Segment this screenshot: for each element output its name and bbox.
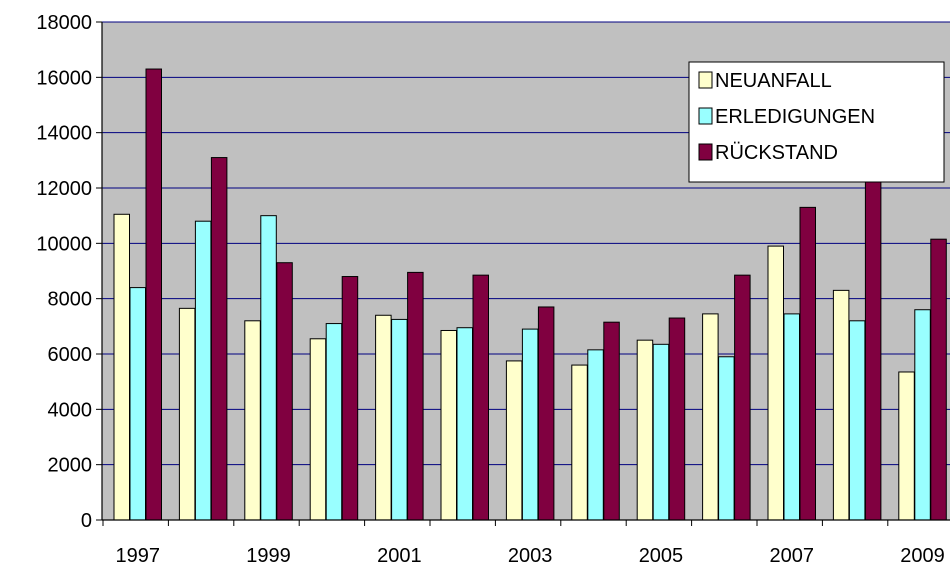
bar-rückstand-2005 bbox=[668, 317, 686, 521]
bar-neuanfall-2007 bbox=[767, 245, 784, 521]
bar-rückstand-2008 bbox=[864, 173, 882, 521]
bar-rückstand-2004 bbox=[603, 321, 620, 521]
bar-rückstand-2002 bbox=[472, 274, 489, 521]
y-tick-label: 16000 bbox=[36, 67, 92, 89]
bar-erledigungen-2007 bbox=[783, 313, 800, 521]
bars bbox=[113, 68, 947, 521]
x-tick-label: 2003 bbox=[508, 545, 553, 567]
x-tick-label: 1997 bbox=[116, 545, 161, 567]
bar-erledigungen-1999 bbox=[260, 215, 277, 521]
bar-neuanfall-2009 bbox=[898, 371, 915, 521]
bar-rückstand-1997 bbox=[145, 68, 162, 521]
x-tick-label: 2001 bbox=[377, 545, 422, 567]
bar-neuanfall-2004 bbox=[571, 364, 588, 521]
bar-erledigungen-2009 bbox=[914, 309, 931, 521]
legend: NEUANFALL ERLEDIGUNGEN RÜCKSTAND bbox=[688, 61, 945, 183]
bar-neuanfall-2006 bbox=[702, 313, 719, 521]
bar-rückstand-2001 bbox=[407, 271, 424, 521]
bar-erledigungen-1997 bbox=[129, 287, 146, 521]
bar-rückstand-2007 bbox=[799, 206, 816, 521]
legend-label-erledigungen: ERLEDIGUNGEN bbox=[715, 106, 875, 128]
bar-neuanfall-2002 bbox=[440, 329, 457, 521]
bar-neuanfall-2003 bbox=[505, 360, 523, 521]
bar-erledigungen-2008 bbox=[848, 320, 866, 521]
legend-swatch-neuanfall bbox=[698, 71, 713, 89]
bar-rückstand-2009 bbox=[930, 238, 947, 521]
bar-erledigungen-2001 bbox=[391, 318, 408, 521]
bar-rückstand-2000 bbox=[341, 276, 359, 521]
bar-neuanfall-1997 bbox=[113, 213, 130, 521]
bar-neuanfall-1998 bbox=[178, 307, 196, 521]
y-tick-label: 2000 bbox=[48, 455, 93, 477]
y-tick-label: 8000 bbox=[48, 289, 93, 311]
bar-erledigungen-2003 bbox=[521, 328, 539, 521]
legend-swatch-erledigungen bbox=[698, 107, 713, 125]
bar-neuanfall-2008 bbox=[832, 289, 850, 521]
y-axis-tick-labels: 0 2000 4000 6000 8000 10000 12000 14000 16000 180… bbox=[36, 12, 92, 532]
y-tick-label: 6000 bbox=[48, 344, 93, 366]
x-tick-label: 2007 bbox=[770, 545, 815, 567]
bar-erledigungen-2006 bbox=[718, 356, 735, 521]
y-tick-label: 14000 bbox=[36, 123, 92, 145]
bar-erledigungen-2000 bbox=[325, 323, 343, 521]
legend-swatch-rückstand bbox=[698, 143, 713, 161]
bar-rückstand-1998 bbox=[210, 157, 228, 521]
legend-label-rückstand: RÜCKSTAND bbox=[715, 142, 838, 164]
x-tick-label: 1999 bbox=[246, 545, 291, 567]
bar-neuanfall-2005 bbox=[636, 339, 654, 521]
bar-rückstand-2006 bbox=[734, 274, 751, 521]
x-tick-label: 2009 bbox=[900, 545, 945, 567]
x-axis-tick-labels: 1997 1999 2001 2003 2005 2007 2009 bbox=[116, 545, 945, 567]
y-tick-label: 4000 bbox=[48, 399, 93, 421]
bar-neuanfall-2000 bbox=[309, 338, 327, 521]
bar-rückstand-1999 bbox=[276, 262, 293, 521]
y-tick-label: 12000 bbox=[36, 178, 92, 200]
y-tick-label: 10000 bbox=[36, 233, 92, 255]
bar-neuanfall-1999 bbox=[244, 320, 261, 521]
y-tick-label: 0 bbox=[81, 510, 92, 532]
legend-label-neuanfall: NEUANFALL bbox=[715, 70, 832, 92]
bar-erledigungen-2004 bbox=[587, 349, 604, 521]
bar-neuanfall-2001 bbox=[375, 314, 392, 521]
bar-rückstand-2003 bbox=[537, 306, 555, 521]
x-tick-label: 2005 bbox=[639, 545, 684, 567]
axes bbox=[96, 21, 950, 526]
bar-erledigungen-2002 bbox=[456, 327, 473, 521]
bar-erledigungen-1998 bbox=[194, 220, 212, 521]
bar-erledigungen-2005 bbox=[652, 343, 670, 521]
y-tick-label: 18000 bbox=[36, 12, 92, 34]
legend-box bbox=[688, 61, 945, 183]
